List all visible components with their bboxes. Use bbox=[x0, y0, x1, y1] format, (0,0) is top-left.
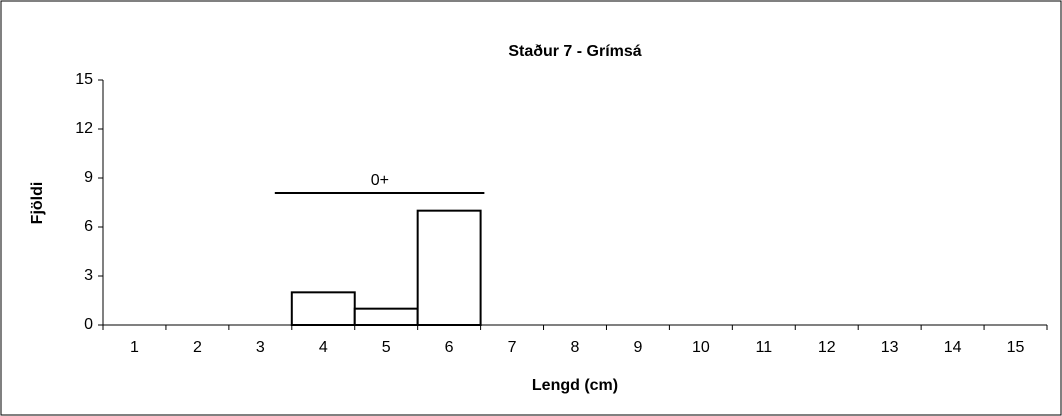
x-tick-label: 1 bbox=[130, 339, 139, 356]
x-tick-label: 11 bbox=[755, 339, 772, 356]
bar bbox=[416, 209, 482, 327]
x-tick-label: 9 bbox=[633, 339, 642, 356]
y-tick-label: 0 bbox=[84, 316, 93, 333]
x-tick-label: 13 bbox=[881, 339, 899, 356]
x-tick-label: 12 bbox=[818, 339, 836, 356]
x-tick-label: 14 bbox=[944, 339, 962, 356]
x-axis-label: Lengd (cm) bbox=[532, 377, 618, 394]
x-tick-label: 5 bbox=[382, 339, 391, 356]
y-tick-label: 15 bbox=[75, 71, 93, 88]
bar bbox=[290, 291, 356, 327]
x-tick-label: 8 bbox=[571, 339, 580, 356]
y-tick-label: 6 bbox=[84, 218, 93, 235]
y-tick-label: 3 bbox=[84, 267, 93, 284]
x-tick-label: 10 bbox=[692, 339, 710, 356]
x-tick-label: 6 bbox=[445, 339, 454, 356]
x-tick-label: 15 bbox=[1007, 339, 1025, 356]
bar bbox=[353, 307, 419, 326]
y-tick-label: 9 bbox=[84, 169, 93, 186]
x-tick-label: 4 bbox=[319, 339, 328, 356]
x-tick-label: 7 bbox=[508, 339, 517, 356]
y-axis-label: Fjöldi bbox=[29, 182, 46, 225]
y-tick-label: 12 bbox=[75, 120, 93, 137]
chart-title: Staður 7 - Grímsá bbox=[508, 43, 641, 60]
x-tick-label: 2 bbox=[193, 339, 202, 356]
annotation: 0+ bbox=[371, 172, 389, 189]
x-tick-label: 3 bbox=[256, 339, 265, 356]
